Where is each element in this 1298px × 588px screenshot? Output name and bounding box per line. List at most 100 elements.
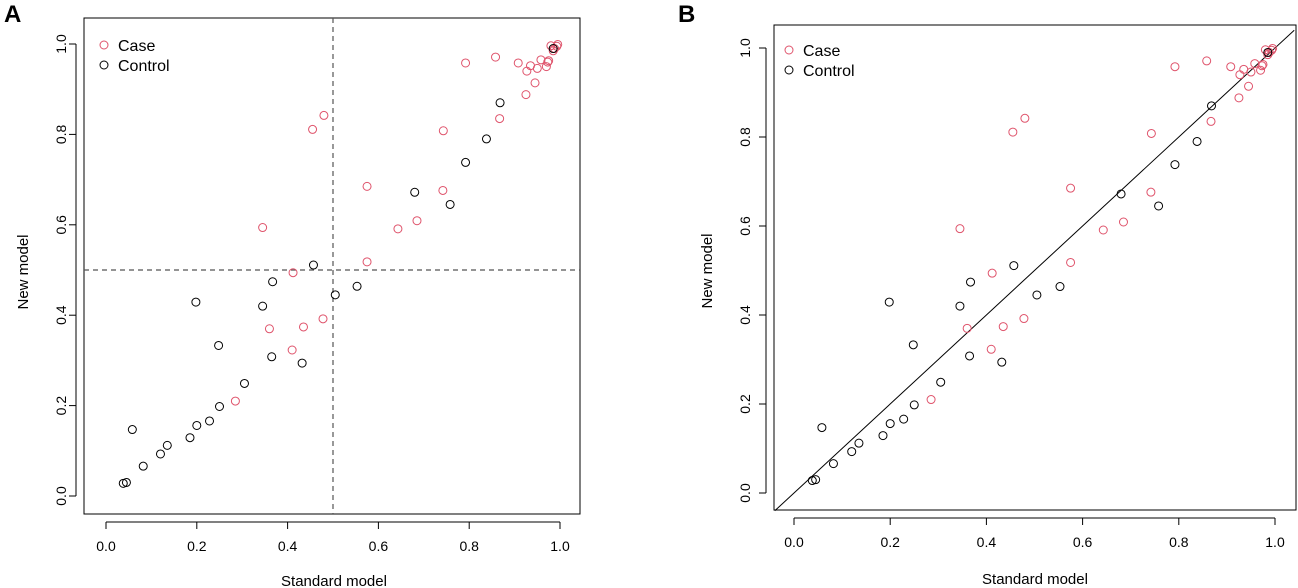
legend-control-label-b: Control (803, 63, 855, 80)
x-tick-label: 0.4 (977, 534, 997, 550)
control-point (268, 277, 278, 287)
case-point (1020, 113, 1030, 123)
control-point (495, 98, 505, 108)
control-point (214, 340, 224, 350)
y-tick-label: 0.0 (53, 486, 69, 506)
plot-frame-a (83, 17, 581, 515)
x-tick-label: 0.6 (1073, 534, 1093, 550)
control-point (1207, 101, 1217, 111)
control-point (854, 438, 864, 448)
reference-lines-b (774, 29, 1295, 512)
case-point (521, 90, 531, 100)
x-axis-title-a: Standard model (281, 573, 387, 588)
x-tick-label: 0.4 (278, 538, 298, 554)
control-point (548, 44, 558, 54)
legend-control-marker-a (99, 60, 109, 70)
y-tick-label: 0.8 (737, 127, 753, 147)
y-axis-title-b: New model (699, 233, 716, 308)
case-point (962, 323, 972, 333)
panel-a: A 0.0 0.2 0.4 0.6 0.8 1.0 0.0 0.2 0.4 0.6 0.8 1.0 S… (4, 1, 581, 588)
case-point (318, 314, 328, 324)
case-point (530, 78, 540, 88)
control-point (909, 400, 919, 410)
case-point (230, 396, 240, 406)
identity-line (774, 29, 1295, 512)
case-point (258, 223, 268, 233)
x-tick-label: 1.0 (550, 538, 570, 554)
case-point (1244, 81, 1254, 91)
y-tick-label: 1.0 (737, 38, 753, 58)
x-tick-label: 1.0 (1265, 534, 1285, 550)
y-tick-label: 1.0 (53, 34, 69, 54)
case-point (1146, 187, 1156, 197)
control-point (308, 260, 318, 270)
case-point (998, 322, 1008, 332)
x-tick-label: 0.8 (1169, 534, 1189, 550)
case-point (362, 181, 372, 191)
x-tick-label: 0.0 (96, 538, 116, 554)
panel-b: B 0.0 0.2 0.4 0.6 0.8 1.0 0.0 0.2 0.4 0.6 0.8 1.0 S… (678, 1, 1297, 588)
case-point (438, 126, 448, 136)
control-point (127, 425, 137, 435)
control-point (185, 433, 195, 443)
control-point (121, 477, 131, 487)
y-tick-label: 0.2 (737, 394, 753, 414)
plot-frame-b (773, 24, 1297, 511)
y-axis-title-a: New model (15, 234, 32, 309)
control-point (297, 358, 307, 368)
control-point (965, 351, 975, 361)
case-point (319, 110, 329, 120)
case-point (495, 114, 505, 124)
control-point (1055, 282, 1065, 292)
case-point (532, 63, 542, 73)
y-tick-label: 0.4 (737, 305, 753, 325)
points-b (807, 43, 1278, 486)
control-point (410, 187, 420, 197)
case-point (513, 58, 523, 68)
case-point (1098, 225, 1108, 235)
panel-letter-b: B (678, 1, 695, 28)
control-point (330, 290, 340, 300)
control-point (215, 402, 224, 412)
case-point (1235, 70, 1245, 80)
control-point (1032, 290, 1042, 300)
legend-case-marker-a (99, 40, 109, 50)
control-point (267, 352, 277, 362)
control-point (997, 357, 1007, 367)
control-point (155, 449, 165, 459)
axes-a: 0.0 0.2 0.4 0.6 0.8 1.0 0.0 0.2 0.4 0.6 0.8 1.0 (53, 34, 570, 554)
x-axis-title-b: Standard model (982, 571, 1088, 588)
control-point (1154, 201, 1164, 211)
control-point (884, 297, 894, 307)
x-tick-label: 0.2 (880, 534, 900, 550)
control-point (811, 475, 821, 485)
case-point (926, 395, 936, 405)
x-tick-label: 0.6 (369, 538, 389, 554)
control-point (481, 134, 491, 144)
points-a (118, 39, 563, 488)
case-point (287, 345, 297, 355)
control-point (138, 461, 148, 471)
y-tick-label: 0.6 (53, 215, 69, 235)
control-point (1009, 261, 1019, 271)
case-point (393, 224, 403, 234)
control-point (885, 419, 895, 429)
legend-control-marker-b (784, 65, 794, 75)
reference-lines-a (84, 18, 580, 514)
case-point (1066, 257, 1076, 267)
case-point (986, 344, 996, 354)
control-point (445, 199, 455, 209)
case-point (1118, 217, 1128, 227)
x-tick-label: 0.2 (187, 538, 207, 554)
case-point (1066, 183, 1076, 193)
case-point (1146, 128, 1156, 138)
control-point (461, 157, 471, 167)
case-point (491, 52, 501, 62)
control-point (955, 301, 965, 311)
control-point (878, 431, 888, 441)
control-point (828, 459, 838, 469)
case-point (1019, 314, 1029, 324)
case-point (308, 124, 318, 134)
case-point (544, 56, 554, 66)
case-point (1246, 67, 1256, 77)
